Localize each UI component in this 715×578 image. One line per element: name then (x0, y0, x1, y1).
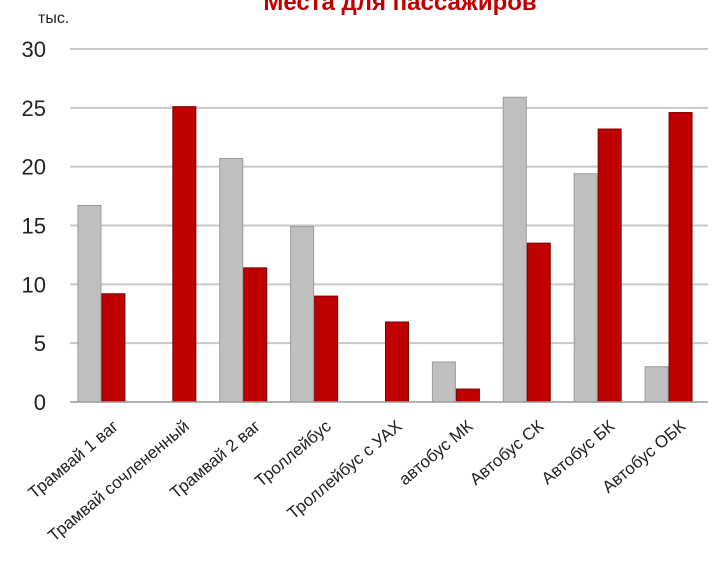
bar (455, 388, 480, 403)
bars (77, 96, 693, 403)
y-axis-tick-labels: 0 5 10 15 20 25 30 (22, 37, 46, 415)
y-tick-label: 25 (22, 96, 46, 121)
bar (77, 204, 102, 403)
y-tick-label: 5 (34, 331, 46, 356)
y-tick-label: 20 (22, 155, 46, 180)
x-category-label: Трамвай сочлененный (44, 417, 192, 546)
bar (314, 295, 339, 403)
bar (385, 321, 409, 403)
bar (668, 112, 693, 403)
bar (290, 226, 315, 403)
bar (101, 293, 126, 403)
x-category-label: Автобус СК (466, 416, 547, 489)
bar (597, 128, 622, 403)
bar (172, 106, 197, 403)
bar (644, 366, 669, 403)
bar (243, 267, 268, 403)
bar (573, 173, 598, 403)
y-tick-label: 15 (22, 214, 46, 239)
chart-title: Места для пассажиров (263, 0, 536, 16)
y-tick-label: 10 (22, 272, 46, 297)
bar (502, 96, 527, 403)
y-tick-label: 0 (34, 390, 46, 415)
bar (219, 157, 244, 403)
y-axis-unit-label: тыс. (38, 10, 69, 27)
x-category-label: автобус МК (395, 416, 476, 489)
bar (526, 242, 551, 403)
y-tick-label: 30 (22, 37, 46, 62)
bar (431, 361, 456, 403)
